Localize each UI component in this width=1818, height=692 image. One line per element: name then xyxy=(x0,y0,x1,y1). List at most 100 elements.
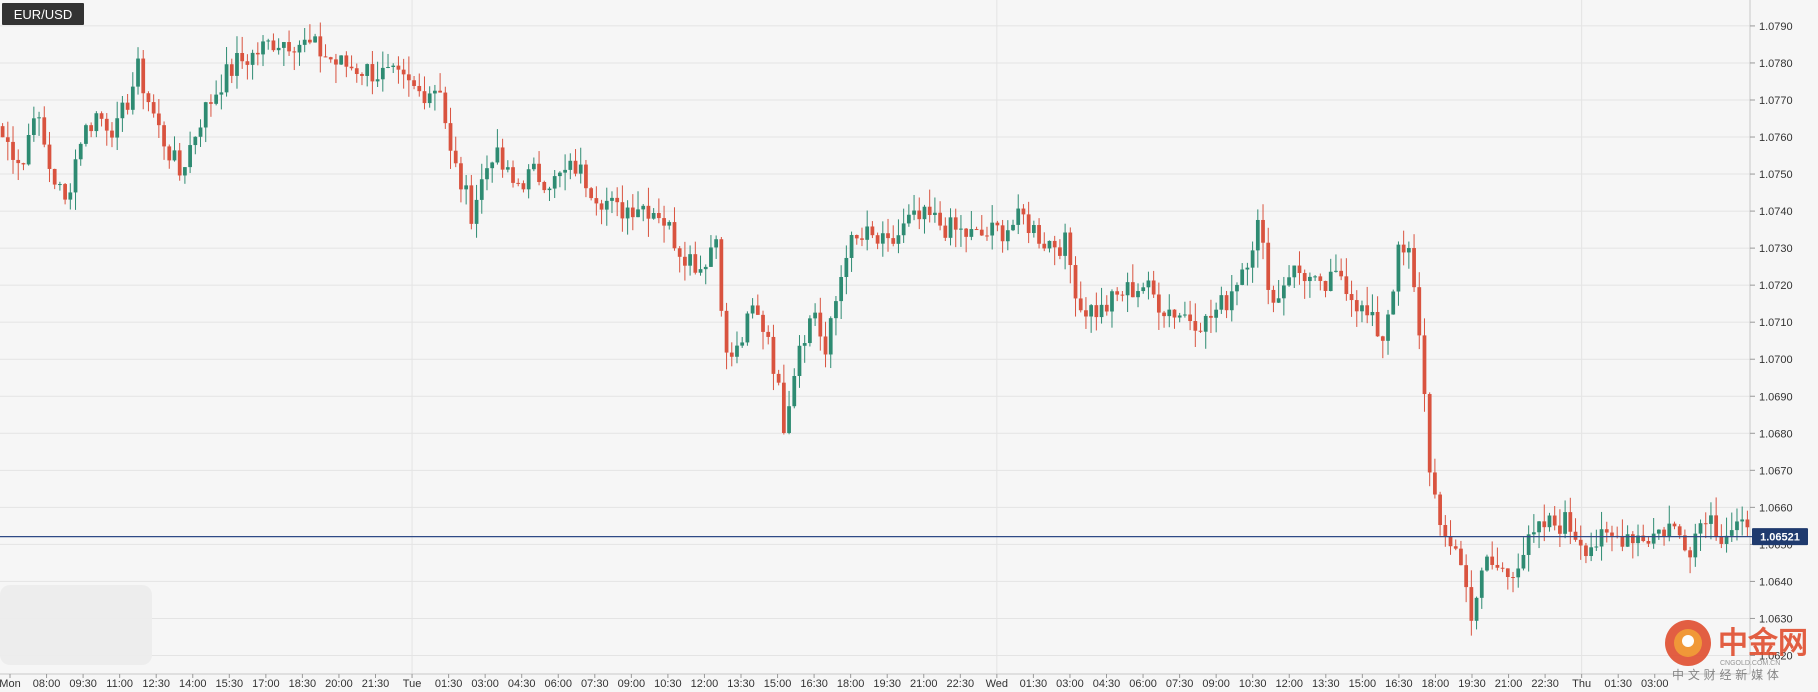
time-tick-label: 19:30 xyxy=(1458,678,1486,690)
candle-body xyxy=(750,305,755,314)
candle xyxy=(683,241,687,281)
candle-body xyxy=(1443,525,1448,537)
candle-body xyxy=(193,136,198,146)
last-price-tag-background xyxy=(1752,528,1808,546)
candle-body xyxy=(578,164,583,174)
candle-body xyxy=(365,64,370,76)
candle xyxy=(1037,218,1041,249)
candle-body xyxy=(1130,282,1135,298)
symbol-label[interactable]: EUR/USD xyxy=(2,3,84,25)
candle xyxy=(1318,273,1323,291)
candle-body xyxy=(813,312,817,319)
candle-body xyxy=(917,210,922,220)
candle-body xyxy=(1495,564,1500,568)
candle-body xyxy=(1021,208,1026,215)
candle-body xyxy=(370,64,375,82)
candle xyxy=(646,187,651,237)
candle xyxy=(1573,518,1578,542)
price-tick-label: 1.0720 xyxy=(1759,280,1793,292)
candle xyxy=(73,149,78,210)
candle xyxy=(224,47,229,97)
candle xyxy=(729,342,734,367)
candle-body xyxy=(115,118,120,138)
candle-body xyxy=(1505,568,1510,578)
candle-body xyxy=(1386,314,1390,341)
candle xyxy=(1610,525,1614,552)
candle xyxy=(1375,296,1380,337)
candle-body xyxy=(349,66,354,69)
candle xyxy=(1068,227,1073,284)
candle-body xyxy=(1688,550,1692,558)
candle xyxy=(427,86,432,108)
candle xyxy=(1401,230,1406,266)
candle-body xyxy=(1219,295,1224,310)
candle xyxy=(662,205,666,243)
candle xyxy=(495,129,500,165)
time-axis: Mon 08:00 09:30 11:00 12:30 14:00 15:30 17:00 18… xyxy=(0,674,1669,690)
time-tick-label: 15:30 xyxy=(216,678,244,690)
time-tick-label: 15:00 xyxy=(764,678,792,690)
candle xyxy=(1651,518,1656,549)
candle xyxy=(1031,220,1036,238)
candle xyxy=(151,94,156,118)
candle xyxy=(1308,272,1312,298)
candle-body xyxy=(1693,533,1698,558)
candle xyxy=(724,302,729,370)
candle-body xyxy=(1183,314,1187,316)
time-tick-label: 06:00 xyxy=(1129,678,1157,690)
candle-body xyxy=(1594,546,1599,548)
candle-body xyxy=(5,137,10,142)
candle xyxy=(1047,240,1052,253)
candle-body xyxy=(1271,289,1276,303)
candle-body xyxy=(719,239,724,311)
candle xyxy=(177,142,182,181)
candle-body xyxy=(130,86,135,110)
candle-body xyxy=(110,130,114,138)
candle xyxy=(808,315,812,347)
candle xyxy=(1271,285,1276,313)
candle xyxy=(714,235,719,259)
candle-body xyxy=(1136,291,1140,298)
candle xyxy=(589,186,594,201)
candle-body xyxy=(141,58,146,94)
candle xyxy=(1141,282,1146,294)
candle-body xyxy=(1063,232,1067,256)
candle xyxy=(1594,529,1599,551)
candle-body xyxy=(1417,287,1422,336)
candle-body xyxy=(1406,248,1411,253)
candle xyxy=(688,245,692,276)
candle xyxy=(5,121,10,161)
candle xyxy=(271,33,276,52)
candle xyxy=(1391,289,1396,315)
candle-body xyxy=(985,235,989,237)
candle xyxy=(1505,568,1510,590)
candle-body xyxy=(1162,312,1166,317)
candle xyxy=(156,99,161,138)
candle-body xyxy=(526,169,531,190)
candle xyxy=(761,310,765,350)
candle xyxy=(323,44,328,58)
candle xyxy=(276,38,281,55)
candle xyxy=(1016,194,1021,235)
candle xyxy=(1656,529,1661,540)
candle xyxy=(886,218,890,252)
candle-body xyxy=(99,113,104,119)
candle xyxy=(1276,279,1281,304)
candle xyxy=(844,245,849,295)
candle-body xyxy=(1630,534,1635,544)
candle-body xyxy=(901,223,906,236)
candle-body xyxy=(281,42,286,48)
candle-body xyxy=(245,61,250,65)
candle-body xyxy=(922,206,927,220)
candle xyxy=(745,311,750,346)
candle-body xyxy=(1500,567,1505,569)
candle xyxy=(68,183,73,210)
candle-body xyxy=(136,58,140,87)
candle xyxy=(448,107,453,169)
candle-body xyxy=(761,314,765,332)
candle xyxy=(438,73,442,93)
candle xyxy=(677,246,682,273)
candle xyxy=(136,47,140,95)
candle xyxy=(167,144,172,169)
